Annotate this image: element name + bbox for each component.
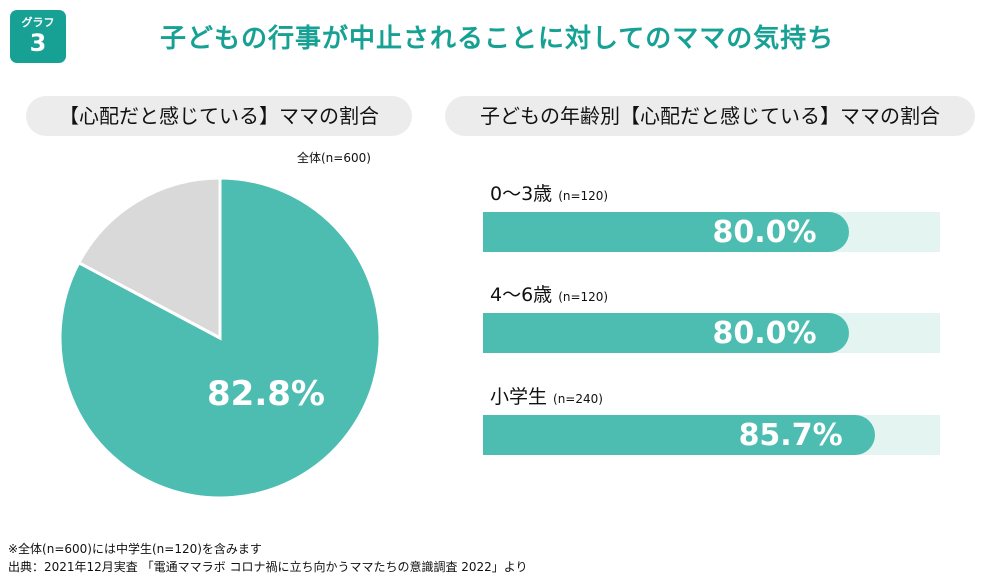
bar-category-label: 0〜3歳 (n=120) (490, 179, 608, 206)
bar-category-label: 小学生 (n=240) (490, 382, 603, 409)
badge-number: 3 (29, 29, 47, 57)
pie-slice (76, 176, 222, 341)
bar-track: 85.7% (483, 415, 940, 455)
category-name: 小学生 (490, 386, 548, 408)
bar: 80.0% (483, 313, 849, 353)
bar-value-label: 85.7% (738, 418, 843, 453)
bar: 80.0% (483, 212, 849, 252)
chart-title: 子どもの行事が中止されることに対してのママの気持ち (160, 24, 835, 54)
category-name: 4〜6歳 (490, 284, 553, 306)
pie-value-label: 82.8% (207, 374, 325, 414)
source-note: 出典：2021年12月実査 「電通ママラボ コロナ禍に立ち向かうママたちの意識調… (8, 560, 528, 574)
bar-value-label: 80.0% (712, 215, 817, 250)
category-n: (n=120) (558, 189, 609, 203)
bar-track: 80.0% (483, 212, 940, 252)
graph-badge: グラフ 3 (10, 10, 66, 63)
category-n: (n=120) (558, 290, 609, 304)
bar-category-label: 4〜6歳 (n=120) (490, 280, 608, 307)
pie-sample-note: 全体(n=600) (297, 151, 371, 165)
badge-label: グラフ (21, 16, 55, 29)
category-n: (n=240) (553, 392, 603, 406)
bar-track: 80.0% (483, 313, 940, 353)
bar: 85.7% (483, 415, 875, 455)
category-name: 0〜3歳 (490, 183, 553, 205)
left-heading: 【心配だと感じている】ママの割合 (26, 96, 412, 136)
right-heading: 子どもの年齢別【心配だと感じている】ママの割合 (445, 96, 975, 136)
bar-value-label: 80.0% (712, 316, 817, 351)
footnote: ※全体(n=600)には中学生(n=120)を含みます (8, 542, 262, 556)
